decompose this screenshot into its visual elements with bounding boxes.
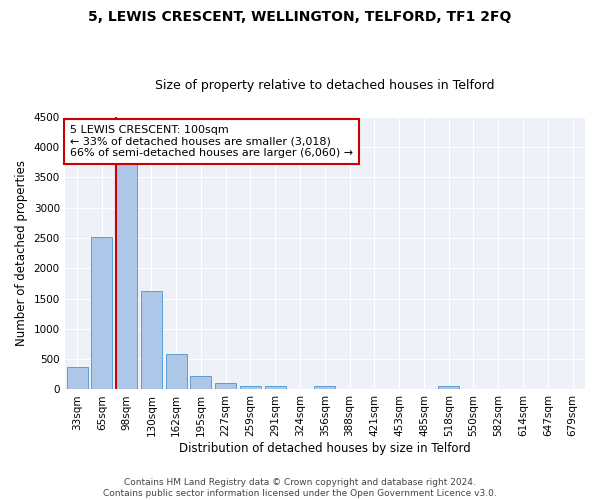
Bar bbox=[438, 386, 459, 390]
Text: 5, LEWIS CRESCENT, WELLINGTON, TELFORD, TF1 2FQ: 5, LEWIS CRESCENT, WELLINGTON, TELFORD, … bbox=[88, 10, 512, 24]
Bar bbox=[314, 386, 335, 390]
Bar bbox=[91, 238, 112, 390]
Bar bbox=[265, 386, 286, 390]
Bar bbox=[190, 376, 211, 390]
Bar bbox=[141, 290, 162, 390]
Text: 5 LEWIS CRESCENT: 100sqm
← 33% of detached houses are smaller (3,018)
66% of sem: 5 LEWIS CRESCENT: 100sqm ← 33% of detach… bbox=[70, 125, 353, 158]
Bar bbox=[166, 354, 187, 390]
Bar bbox=[215, 383, 236, 390]
Bar bbox=[67, 367, 88, 390]
Bar bbox=[116, 164, 137, 390]
Text: Contains HM Land Registry data © Crown copyright and database right 2024.
Contai: Contains HM Land Registry data © Crown c… bbox=[103, 478, 497, 498]
Title: Size of property relative to detached houses in Telford: Size of property relative to detached ho… bbox=[155, 79, 494, 92]
Y-axis label: Number of detached properties: Number of detached properties bbox=[15, 160, 28, 346]
Bar bbox=[240, 386, 261, 390]
X-axis label: Distribution of detached houses by size in Telford: Distribution of detached houses by size … bbox=[179, 442, 471, 455]
